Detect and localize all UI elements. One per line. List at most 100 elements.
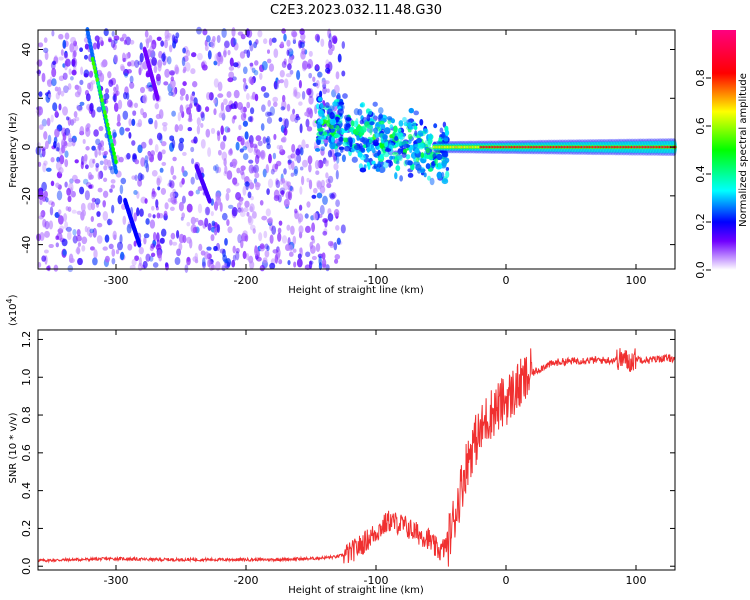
spectrogram-cell [302,60,308,70]
spectrogram-cell [226,91,232,98]
colorbar-tick-label: 0.8 [694,69,707,87]
spectrogram-cell [415,163,422,171]
spectrogram-cell [207,147,212,158]
spectrogram-cell [117,195,123,205]
spectrogram-cell [374,132,380,139]
spectrogram-cell [172,40,177,49]
spectrogram-cell [441,171,445,179]
spectrogram-cell [267,99,272,107]
spectrogram-cell [71,138,76,147]
spectrogram-cell [77,257,83,266]
spectrogram-cell [261,104,266,112]
spectrogram-cell [172,241,178,246]
spectrogram-cell [419,132,424,137]
spectrogram-cell [325,136,330,140]
spectrogram-y-tick-label: 0 [20,144,33,151]
spectrogram-cell [231,259,236,268]
spectrogram-cell [174,66,180,75]
spectrogram-cell [414,143,419,148]
spectrogram-cell [296,70,301,80]
spectrogram-cell [151,205,155,211]
spectrogram-cell [147,87,153,92]
spectrogram-cell [104,255,110,263]
spectrogram-cell [126,223,132,234]
spectrogram-cell [76,104,80,110]
spectrogram-cell [372,101,378,107]
spectrogram-cell [441,159,448,167]
spectrogram-cell [213,98,217,104]
spectrogram-cell [144,198,148,204]
spectrogram-cell [68,253,74,263]
spectrogram-cell [327,28,332,39]
spectrogram-cell [111,257,116,265]
spectrogram-cell [197,104,202,113]
spectrogram-cell [405,154,411,160]
spectrogram-cell [57,209,62,215]
spectrogram-cell [263,230,268,239]
snr-y-tick-label: 0.0 [20,557,33,575]
spectrogram-cell [71,58,76,67]
spectrogram-cell [266,143,271,150]
spectrogram-cell [223,258,229,264]
snr-y-axis-label: SNR (10 * v/v) [8,412,19,483]
spectrogram-cell [64,32,70,40]
spectrogram-cell [166,32,172,38]
spectrogram-cell [107,218,111,226]
spectrogram-cell [272,96,279,103]
snr-frame [37,329,676,571]
spectrogram-cell [259,72,263,80]
spectrogram-cell [399,175,404,182]
spectrogram-cell [253,164,259,174]
spectrogram-y-axis-label: Frequency (Hz) [8,112,19,188]
spectrogram-cell [335,71,340,80]
snr-panel: -300 -200 -100 0 100 0.0 0.2 0.4 0.6 0.8 1.0 1.2 H… [5,294,676,596]
spectrogram-cell [168,44,173,53]
spectrogram-y-tick-label: -40 [20,236,33,254]
spectrogram-cell [50,157,55,163]
snr-y-ticks: 0.0 0.2 0.4 0.6 0.8 1.0 1.2 [20,331,675,575]
spectrogram-cell [318,109,325,117]
spectrogram-cell [177,111,181,122]
spectrogram-cell [336,140,343,146]
spectrogram-cell [92,158,96,164]
spectrogram-cell [329,118,337,126]
spectrogram-cell [179,137,185,143]
snr-x-tick-label: -100 [364,574,389,587]
spectrogram-cell [281,100,287,111]
spectrogram-y-tick-label: 40 [20,43,33,57]
spectrogram-cell [96,106,103,113]
spectrogram-cell [190,176,195,185]
spectrogram-cell [331,44,335,52]
spectrogram-cell [190,68,196,75]
spectrogram-cell [64,150,69,158]
spectrogram-cell [281,189,285,197]
spectrogram-cell [217,81,223,92]
spectrogram-cell [160,40,165,47]
spectrogram-cell [103,114,108,120]
spectrogram-cell [369,128,373,135]
spectrogram-cell [287,190,293,201]
spectrogram-cell [63,52,69,59]
spectrogram-cell [314,159,320,170]
spectrogram-cell [299,186,303,195]
spectrogram-cell [235,141,240,151]
spectrogram-cell [42,218,47,228]
spectrogram-cell [389,161,394,167]
spectrogram-cell [333,242,338,251]
spectrogram-cell [40,209,46,218]
spectrogram-cell [50,114,54,123]
spectrogram-cell [266,188,270,195]
spectrogram-cell [107,130,112,136]
spectrogram-cell [301,90,306,100]
spectrogram-cell [111,30,115,37]
spectrogram-cell [220,108,226,118]
spectrogram-cell [373,141,380,147]
spectrogram-cell [315,243,321,252]
spectrogram-cell [280,190,285,196]
spectrogram-cell [71,135,77,143]
spectrogram-cell [247,215,252,224]
spectrogram-cell [287,260,291,266]
spectrogram-cell [272,152,277,160]
spectrogram-cell [170,76,175,82]
spectrogram-cell [257,30,263,38]
